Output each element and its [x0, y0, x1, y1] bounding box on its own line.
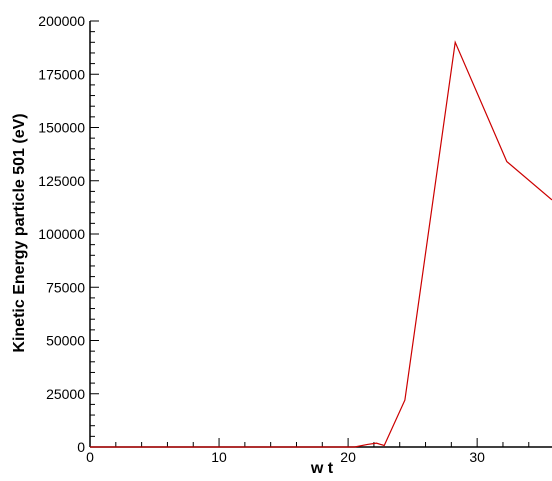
y-tick-label: 100000: [38, 226, 85, 242]
series-line: [90, 40, 552, 448]
x-tick-label: 30: [469, 449, 485, 465]
y-tick-label: 125000: [38, 173, 85, 189]
y-axis-title: Kinetic Energy particle 501 (eV): [11, 113, 28, 352]
y-tick-label: 0: [77, 439, 85, 455]
y-tick-label: 75000: [46, 279, 85, 295]
x-tick-label: 0: [86, 449, 94, 465]
y-tick-label: 50000: [46, 333, 85, 349]
x-axis-title-group: w t: [310, 460, 334, 477]
x-tick-label: 20: [340, 449, 356, 465]
y-tick-label: 200000: [38, 13, 85, 29]
y-tick-label: 150000: [38, 120, 85, 136]
y-axis-title-group: Kinetic Energy particle 501 (eV): [11, 113, 28, 352]
x-axis-title: w t: [310, 460, 334, 477]
x-tick-label: 10: [211, 449, 227, 465]
y-tick-label: 25000: [46, 386, 85, 402]
y-tick-label: 175000: [38, 66, 85, 82]
